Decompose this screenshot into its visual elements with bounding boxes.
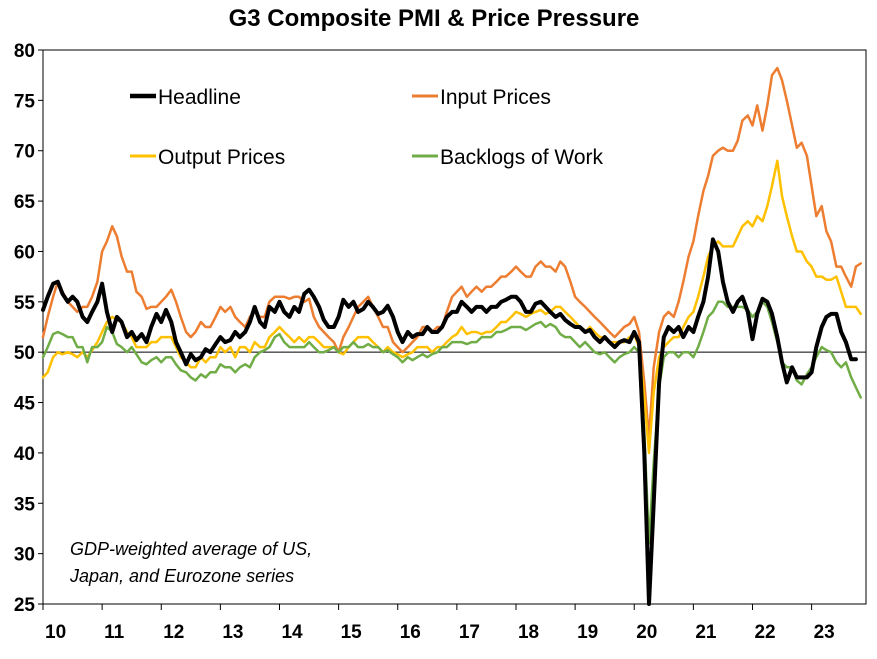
y-tick-label: 25 [14,595,36,616]
annotation-line-1: GDP-weighted average of US, [70,539,312,559]
x-tick-label: 18 [518,622,539,643]
plot-frame [42,49,867,605]
y-tick-label: 30 [14,545,35,566]
series-line-headline [41,237,858,606]
y-tick-label: 75 [14,91,36,112]
legend-label-headline: Headline [158,86,241,109]
y-tick-label: 65 [14,192,36,213]
legend-label-output-prices: Output Prices [158,146,285,169]
x-tick-label: 13 [222,622,243,643]
annotation: GDP-weighted average of US, Japan, and E… [69,539,312,586]
legend-label-input-prices: Input Prices [440,86,551,109]
series-line-backlogs-of-work [41,300,862,545]
chart-title: G3 Composite PMI & Price Pressure [229,5,640,32]
y-tick-label: 70 [14,142,35,163]
legend-label-backlogs-of-work: Backlogs of Work [440,146,604,169]
x-tick-label: 10 [45,622,66,643]
legend: Headline Input Prices Output Prices Backlog… [130,86,604,169]
x-tick-label: 21 [695,622,717,643]
x-tick-label: 17 [459,622,480,643]
x-tick-label: 15 [341,622,363,643]
x-tick-label: 23 [814,622,835,643]
x-tick-label: 19 [577,622,598,643]
y-tick-label: 80 [14,41,35,62]
y-tick-label: 55 [14,293,36,314]
y-tick-label: 60 [14,242,35,263]
series-line-output-prices [41,159,862,455]
series-line-input-prices [41,66,862,440]
x-tick-label: 11 [104,622,125,643]
series-lines [41,66,862,606]
y-tick-label: 35 [14,494,36,515]
x-tick-label: 22 [754,622,775,643]
y-tick-label: 45 [14,394,36,415]
x-tick-label: 14 [281,622,303,643]
x-tick-label: 20 [636,622,657,643]
x-tick-label: 12 [163,622,184,643]
axes: 25 30 35 40 45 50 55 60 65 70 75 80 10 11 12 13 14 15 16 17… [14,41,867,643]
y-tick-label: 50 [14,343,35,364]
y-tick-label: 40 [14,444,35,465]
annotation-line-2: Japan, and Eurozone series [69,566,294,586]
x-tick-label: 16 [400,622,421,643]
